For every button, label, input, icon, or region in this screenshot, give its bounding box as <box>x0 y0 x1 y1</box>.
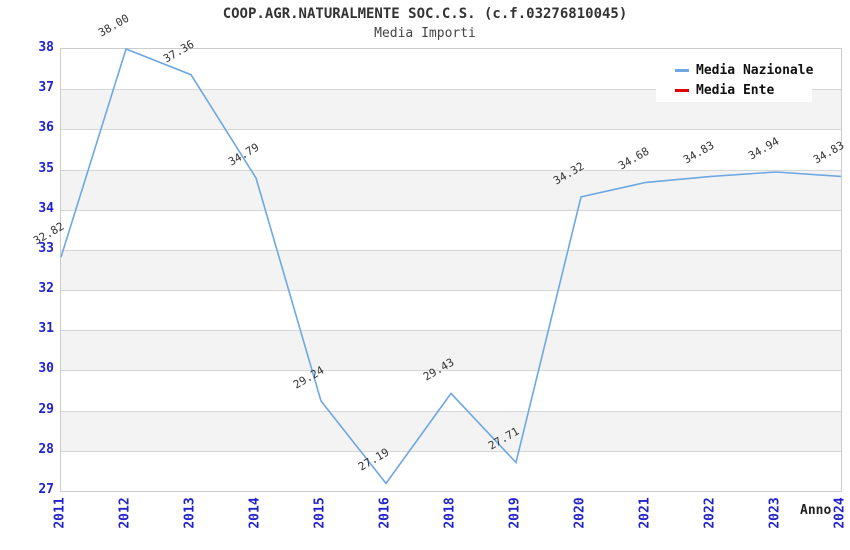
legend-label-media-ente: Media Ente <box>696 82 775 98</box>
x-tick-label: 2013 <box>182 497 198 529</box>
legend: Media Nazionale Media Ente <box>656 50 814 102</box>
gridline <box>61 290 841 291</box>
x-tick-label: 2022 <box>702 497 718 529</box>
y-tick-label: 29 <box>38 401 54 417</box>
legend-swatch-media-ente-icon <box>675 88 689 92</box>
x-tick-label: 2023 <box>767 497 783 529</box>
y-tick-label: 32 <box>38 281 54 297</box>
y-tick-label: 34 <box>38 200 54 216</box>
y-tick-label: 38 <box>38 40 54 55</box>
x-tick-label: 2016 <box>377 497 393 529</box>
x-tick-label: 2020 <box>572 497 588 529</box>
x-tick-label: 2015 <box>312 497 328 529</box>
x-tick-label: 2011 <box>52 497 68 529</box>
x-tick-label: 2021 <box>637 497 653 529</box>
gridline <box>61 210 841 211</box>
gridline <box>61 411 841 412</box>
y-tick-label: 33 <box>38 240 54 256</box>
gridline <box>61 330 841 331</box>
y-tick-label: 27 <box>38 482 54 497</box>
grid-band <box>61 330 841 371</box>
x-tick-label: 2012 <box>117 497 133 529</box>
x-tick-label: 2018 <box>442 497 458 529</box>
series-line-media-nazionale <box>60 47 842 485</box>
gridline <box>61 451 841 452</box>
x-tick-label: 2014 <box>247 497 263 529</box>
x-tick-label: 2019 <box>507 497 523 529</box>
gridline <box>61 250 841 251</box>
gridline <box>61 370 841 371</box>
y-tick-label: 36 <box>38 120 54 136</box>
x-axis-title: Anno <box>800 503 832 518</box>
y-tick-label: 37 <box>38 80 54 96</box>
legend-label-media-nazionale: Media Nazionale <box>696 62 814 78</box>
y-tick-label: 28 <box>38 441 54 457</box>
chart-subtitle: Media Importi <box>374 26 476 41</box>
y-tick-label: 31 <box>38 321 54 337</box>
gridline <box>61 89 841 90</box>
y-tick-label: 35 <box>38 160 54 176</box>
chart-title: COOP.AGR.NATURALMENTE SOC.C.S. (c.f.0327… <box>222 6 628 22</box>
gridline <box>61 129 841 130</box>
legend-swatch-media-nazionale-icon <box>675 68 689 72</box>
y-tick-label: 30 <box>38 361 54 377</box>
legend-item-media-ente: Media Ente <box>675 80 812 100</box>
grid-band <box>61 249 841 291</box>
plot-area: 32.82 38.00 37.36 34.79 29.24 27.19 29.43 27.71… <box>31 12 846 492</box>
x-tick-label: 2024 <box>832 497 848 529</box>
grid-band <box>61 410 841 451</box>
legend-item-media-nazionale: Media Nazionale <box>675 60 814 80</box>
gridline <box>61 170 841 171</box>
